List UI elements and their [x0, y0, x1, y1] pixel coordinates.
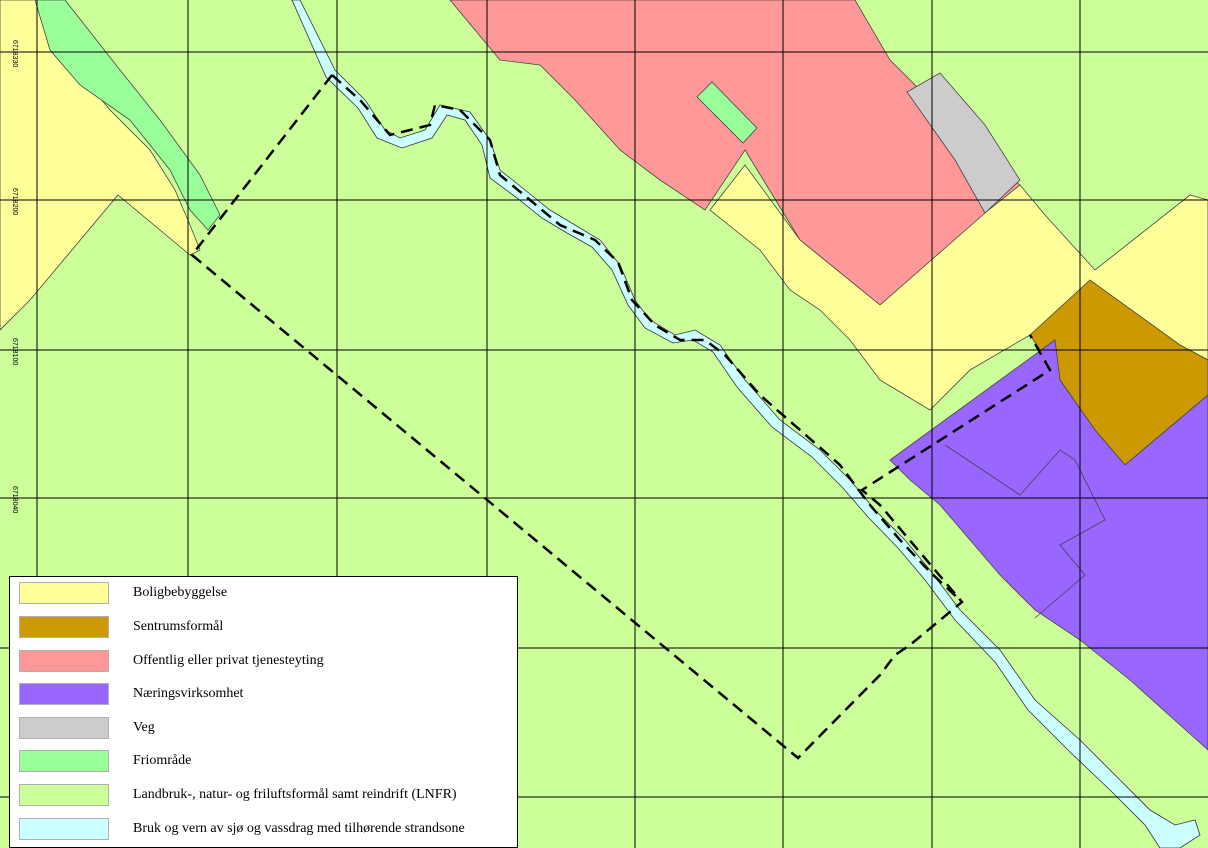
coordinate-label: 6718040	[11, 486, 18, 514]
legend-label: Bruk og vern av sjø og vassdrag med tilh…	[133, 821, 465, 836]
legend-label: Boligbebyggelse	[133, 585, 228, 600]
legend-item-waterway: Bruk og vern av sjø og vassdrag med tilh…	[19, 816, 465, 842]
legend-label: Næringsvirksomhet	[133, 686, 244, 701]
legend-label: Landbruk-, natur- og friluftsformål samt…	[133, 787, 457, 802]
legend-label: Friområde	[133, 753, 192, 768]
plan-boundary	[190, 74, 1052, 760]
legend-swatch	[19, 650, 109, 672]
legend-item-lnfr: Landbruk-, natur- og friluftsformål samt…	[19, 782, 457, 808]
recreation-area-west	[34, 0, 221, 231]
legend-item-recreation: Friområde	[19, 748, 191, 774]
coordinate-label: 6718100	[11, 338, 18, 366]
legend-swatch	[19, 717, 109, 739]
legend-label: Veg	[133, 720, 155, 735]
legend-swatch	[19, 616, 109, 638]
legend-item-public-service: Offentlig eller privat tjenesteyting	[19, 648, 324, 674]
legend-swatch	[19, 582, 109, 604]
legend-swatch	[19, 818, 109, 840]
coordinate-label: 6718330	[11, 40, 18, 68]
legend-swatch	[19, 784, 109, 806]
recreation-area-north	[696, 81, 758, 144]
map-legend: Boligbebyggelse Sentrumsformål Offentlig…	[9, 576, 518, 848]
road-area	[906, 72, 1021, 214]
legend-swatch	[19, 683, 109, 705]
legend-swatch	[19, 750, 109, 772]
legend-item-residential: Boligbebyggelse	[19, 580, 227, 606]
legend-item-commercial: Næringsvirksomhet	[19, 681, 243, 707]
legend-label: Sentrumsformål	[133, 619, 224, 634]
river	[291, 0, 1201, 848]
coordinate-label: 6718200	[11, 188, 18, 216]
legend-label: Offentlig eller privat tjenesteyting	[133, 653, 324, 668]
commercial-subdivision	[944, 444, 1106, 619]
legend-item-road: Veg	[19, 715, 155, 741]
legend-item-town-centre: Sentrumsformål	[19, 614, 223, 640]
